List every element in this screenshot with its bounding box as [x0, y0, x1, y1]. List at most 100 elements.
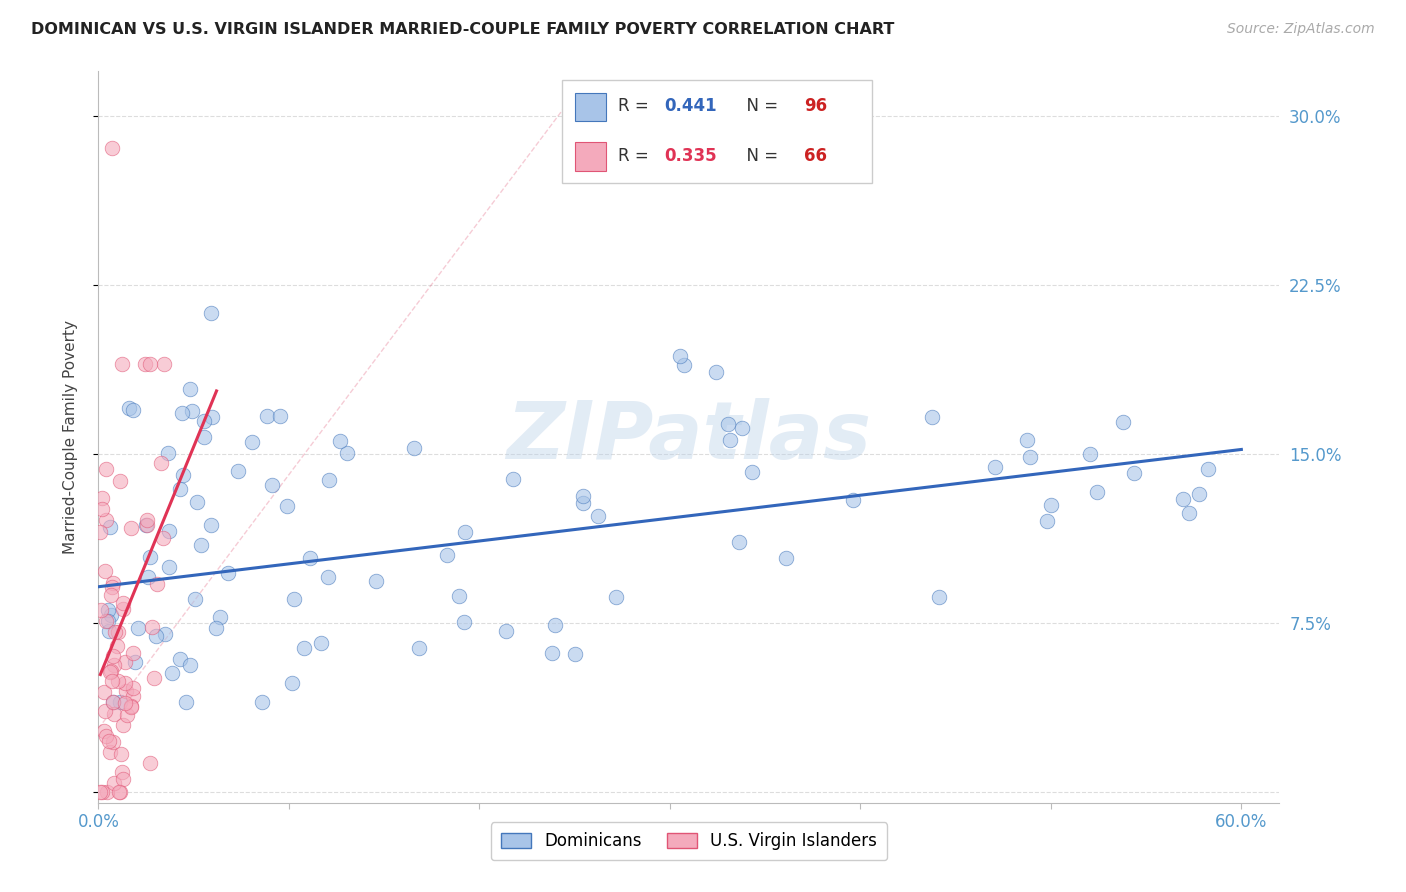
FancyBboxPatch shape — [575, 142, 606, 170]
Point — [93, 704, 115, 718]
Point — [89, 524, 111, 539]
Point — [136, 570, 159, 584]
Point — [111, 765, 134, 780]
Point — [139, 756, 162, 771]
Point — [1015, 433, 1038, 447]
Point — [1036, 514, 1059, 528]
Text: 66: 66 — [804, 147, 827, 165]
Point — [226, 464, 249, 478]
Point — [179, 382, 201, 396]
Point — [136, 518, 159, 533]
Point — [114, 676, 136, 690]
Point — [727, 535, 749, 549]
Point — [328, 434, 350, 448]
Text: DOMINICAN VS U.S. VIRGIN ISLANDER MARRIED-COUPLE FAMILY POVERTY CORRELATION CHAR: DOMINICAN VS U.S. VIRGIN ISLANDER MARRIE… — [31, 22, 894, 37]
Point — [108, 784, 131, 798]
Point — [157, 524, 180, 539]
Point — [292, 641, 315, 656]
Point — [108, 694, 131, 708]
Point — [1197, 462, 1219, 476]
Point — [118, 401, 141, 416]
Point — [240, 434, 263, 449]
Point — [143, 671, 166, 685]
Text: 0.441: 0.441 — [665, 97, 717, 115]
Text: ZIPatlas: ZIPatlas — [506, 398, 872, 476]
Point — [120, 699, 142, 714]
Point — [502, 472, 524, 486]
Point — [101, 695, 124, 709]
Point — [108, 784, 131, 798]
Point — [669, 349, 692, 363]
Point — [181, 403, 204, 417]
Point — [100, 141, 122, 155]
Point — [122, 689, 145, 703]
Point — [170, 406, 193, 420]
Point — [110, 475, 132, 489]
Point — [176, 694, 198, 708]
Point — [335, 446, 357, 460]
Point — [283, 592, 305, 607]
Point — [160, 665, 183, 680]
Point — [156, 446, 179, 460]
Point — [103, 658, 125, 673]
Point — [100, 745, 122, 759]
Point — [96, 784, 118, 798]
Point — [94, 564, 117, 578]
Point — [89, 784, 111, 798]
Point — [90, 602, 112, 616]
Point — [134, 357, 156, 371]
Point — [408, 640, 430, 655]
Point — [186, 495, 208, 509]
Point — [101, 674, 124, 689]
FancyBboxPatch shape — [562, 80, 872, 183]
Point — [91, 502, 114, 516]
Text: 0.335: 0.335 — [665, 147, 717, 165]
Point — [97, 624, 120, 639]
Point — [120, 521, 142, 535]
Point — [217, 566, 239, 580]
Point — [718, 433, 741, 447]
Point — [122, 646, 145, 660]
Point — [122, 681, 145, 695]
Point — [135, 518, 157, 533]
Point — [169, 652, 191, 666]
Point — [311, 636, 333, 650]
Point — [260, 478, 283, 492]
Point — [364, 574, 387, 588]
Point — [193, 430, 215, 444]
Point — [572, 496, 595, 510]
Point — [145, 629, 167, 643]
Point — [717, 417, 740, 431]
Point — [152, 532, 174, 546]
Point — [135, 513, 157, 527]
Point — [100, 665, 122, 679]
Point — [842, 493, 865, 508]
Point — [205, 621, 228, 635]
Point — [153, 626, 176, 640]
Point — [93, 684, 115, 698]
Point — [1188, 487, 1211, 501]
Point — [94, 614, 117, 628]
Point — [201, 409, 224, 424]
Point — [107, 674, 129, 689]
Point — [101, 694, 124, 708]
Point — [564, 647, 586, 661]
Point — [495, 624, 517, 638]
Point — [90, 784, 112, 798]
Point — [1178, 506, 1201, 520]
Point — [269, 409, 291, 424]
Point — [94, 462, 117, 476]
Text: R =: R = — [619, 97, 654, 115]
Point — [103, 649, 125, 664]
Point — [586, 509, 609, 524]
Point — [1080, 447, 1102, 461]
Y-axis label: Married-Couple Family Poverty: Married-Couple Family Poverty — [63, 320, 77, 554]
Text: 96: 96 — [804, 97, 827, 115]
Point — [115, 707, 138, 722]
Point — [103, 706, 125, 721]
Point — [921, 410, 943, 425]
Point — [183, 591, 205, 606]
Point — [104, 624, 127, 639]
Point — [97, 734, 120, 748]
Point — [402, 441, 425, 455]
